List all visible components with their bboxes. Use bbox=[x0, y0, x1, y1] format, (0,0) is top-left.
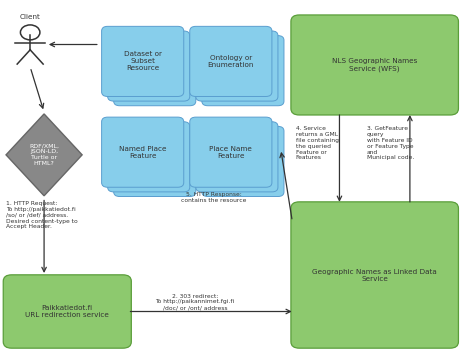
FancyBboxPatch shape bbox=[107, 122, 189, 192]
FancyBboxPatch shape bbox=[189, 26, 271, 96]
FancyBboxPatch shape bbox=[101, 117, 183, 187]
FancyBboxPatch shape bbox=[201, 36, 283, 106]
FancyBboxPatch shape bbox=[195, 31, 277, 101]
FancyBboxPatch shape bbox=[3, 275, 131, 348]
Polygon shape bbox=[6, 114, 82, 196]
Text: 4. Service
returns a GML
file containing
the queried
Feature or
Features: 4. Service returns a GML file containing… bbox=[295, 126, 338, 161]
Text: RDF/XML,
JSON-LD,
Turtle or
HTML?: RDF/XML, JSON-LD, Turtle or HTML? bbox=[29, 144, 59, 166]
FancyBboxPatch shape bbox=[195, 122, 277, 192]
FancyBboxPatch shape bbox=[113, 36, 195, 106]
Text: Client: Client bbox=[20, 14, 40, 20]
FancyBboxPatch shape bbox=[189, 117, 271, 187]
Text: 3. GetFeature
query
with Feature ID
or Feature Type
and
Municipal code.: 3. GetFeature query with Feature ID or F… bbox=[366, 126, 413, 161]
FancyBboxPatch shape bbox=[107, 31, 189, 101]
Text: Named Place
Feature: Named Place Feature bbox=[119, 146, 166, 159]
FancyBboxPatch shape bbox=[290, 202, 457, 348]
Text: 1. HTTP Request:
To http://paikkatiedot.fi
/so/ or /def/ address.
Desired conten: 1. HTTP Request: To http://paikkatiedot.… bbox=[6, 201, 77, 229]
FancyBboxPatch shape bbox=[290, 15, 457, 115]
Text: Paikkatiedot.fi
URL redirection service: Paikkatiedot.fi URL redirection service bbox=[25, 305, 109, 318]
Text: Dataset or
Subset
Resource: Dataset or Subset Resource bbox=[124, 51, 161, 72]
Text: NLS Geographic Names
Service (WFS): NLS Geographic Names Service (WFS) bbox=[332, 58, 416, 72]
Text: Place Name
Feature: Place Name Feature bbox=[209, 146, 252, 159]
FancyBboxPatch shape bbox=[201, 126, 283, 197]
FancyBboxPatch shape bbox=[101, 26, 183, 96]
Text: 2. 303 redirect:
To http://paikannimet.fgi.fi
/doc/ or /ont/ address: 2. 303 redirect: To http://paikannimet.f… bbox=[155, 294, 234, 310]
Text: Geographic Names as Linked Data
Service: Geographic Names as Linked Data Service bbox=[312, 268, 436, 282]
Text: 5. HTTP Response:
contains the resource: 5. HTTP Response: contains the resource bbox=[181, 192, 245, 203]
Text: Ontology or
Enumeration: Ontology or Enumeration bbox=[207, 55, 253, 68]
FancyBboxPatch shape bbox=[113, 126, 195, 197]
